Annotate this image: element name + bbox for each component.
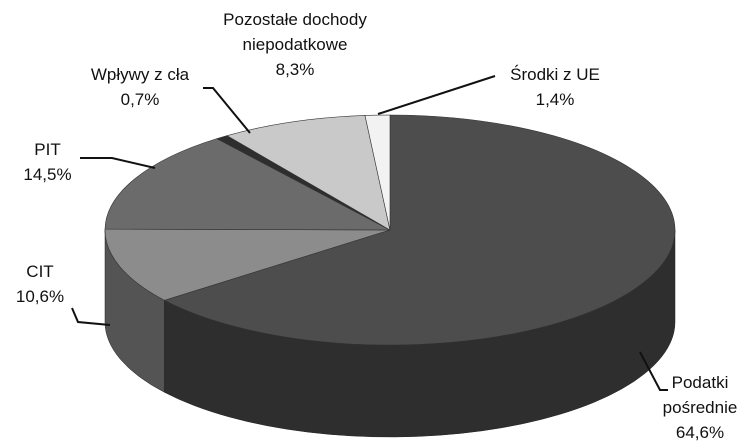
slice-label: Wpływy z cła 0,7% — [70, 62, 210, 112]
leader-line — [203, 87, 251, 134]
category-label: PIT — [34, 140, 61, 159]
slice — [104, 228, 391, 301]
category-label: CIT — [26, 262, 54, 281]
slice-label: CIT 10,6% — [0, 259, 80, 309]
slice-label: PIT 14,5% — [0, 137, 95, 187]
value-label: 64,6% — [675, 423, 725, 442]
leader-line — [80, 157, 156, 169]
category-label: Pozostałe dochody niepodatkowe — [223, 10, 367, 54]
category-label: Środki z UE — [510, 65, 600, 84]
leader-lines — [71, 75, 668, 391]
slice — [226, 115, 391, 231]
category-label: Wpływy z cła — [90, 65, 190, 84]
value-label: 1,4% — [535, 90, 575, 109]
slice — [163, 114, 676, 346]
value-label: 10,6% — [15, 287, 65, 306]
slice-label: Pozostałe dochody niepodatkowe 8,3% — [215, 7, 375, 82]
leader-line — [71, 307, 111, 326]
slice — [104, 138, 391, 231]
leader-line — [377, 75, 496, 115]
leader-line — [639, 351, 668, 391]
category-label: Podatki pośrednie — [662, 373, 738, 417]
slice — [364, 114, 391, 231]
value-label: 14,5% — [23, 165, 72, 184]
value-label: 8,3% — [275, 60, 315, 79]
slice-label: Środki z UE 1,4% — [490, 62, 620, 112]
slice-label: Podatki pośrednie 64,6% — [650, 370, 745, 445]
value-label: 0,7% — [120, 90, 160, 109]
